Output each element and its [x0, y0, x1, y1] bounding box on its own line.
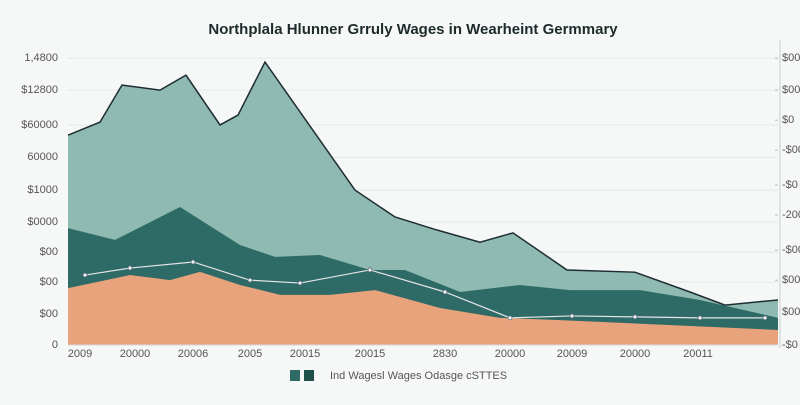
marker — [190, 259, 196, 265]
y-tick-label: $12800 — [21, 84, 58, 96]
x-tick-label: 20015 — [290, 348, 321, 360]
y-tick-label: $0000 — [27, 216, 58, 228]
x-tick-label: 20009 — [557, 348, 588, 360]
legend-swatch — [304, 370, 314, 381]
y2-tick-label: $0 — [782, 114, 794, 126]
y2-tick-label: -$0 — [782, 179, 798, 191]
marker — [697, 315, 703, 321]
x-tick-label: 20015 — [355, 348, 386, 360]
y-tick-label: 60000 — [27, 151, 58, 163]
y-tick-label: 0 — [52, 339, 58, 351]
legend-swatch — [290, 370, 300, 381]
marker — [762, 315, 768, 321]
x-tick-label: 20011 — [683, 348, 713, 360]
y2-tick-label: -$00 — [782, 144, 800, 156]
marker — [82, 272, 88, 278]
line — [84, 261, 765, 319]
area-edge — [67, 60, 779, 306]
marker — [632, 314, 638, 320]
x-tick-label: 2005 — [238, 348, 262, 360]
x-tick-label: 2830 — [433, 348, 457, 360]
y-tick-label: 1,4800 — [24, 52, 58, 64]
y2-tick-label: $00 — [782, 274, 800, 286]
x-tick-label: 20000 — [620, 348, 651, 360]
chart-title: Northplala Hlunner Grruly Wages in Wearh… — [208, 21, 618, 38]
marker — [507, 315, 513, 321]
y-tick-label: $00 — [40, 276, 58, 288]
x-tick-label: 2009 — [68, 348, 92, 360]
y2-tick-label: -$00 — [782, 244, 800, 256]
y2-tick-label: $00 — [782, 84, 800, 96]
y2-tick-label: -$0 — [782, 339, 798, 351]
y-tick-label: $00 — [40, 246, 58, 258]
y-tick-label: $60000 — [21, 119, 58, 131]
x-tick-label: 20000 — [120, 348, 151, 360]
y2-tick-label: $00 — [782, 52, 800, 64]
x-tick-label: 20000 — [495, 348, 526, 360]
marker — [569, 313, 575, 319]
area — [68, 271, 778, 345]
marker — [247, 277, 253, 283]
legend-text: Ind Wagesl Wages Odasge cSTTES — [330, 370, 507, 382]
y-tick-label: $00 — [40, 308, 58, 320]
marker — [367, 267, 373, 273]
marker — [127, 265, 133, 271]
marker — [442, 289, 448, 295]
y2-tick-label: $00 — [782, 306, 800, 318]
y-tick-label: $1000 — [27, 184, 58, 196]
x-tick-label: 20006 — [178, 348, 209, 360]
y2-tick-label: -200 — [782, 209, 800, 221]
marker — [297, 280, 303, 286]
